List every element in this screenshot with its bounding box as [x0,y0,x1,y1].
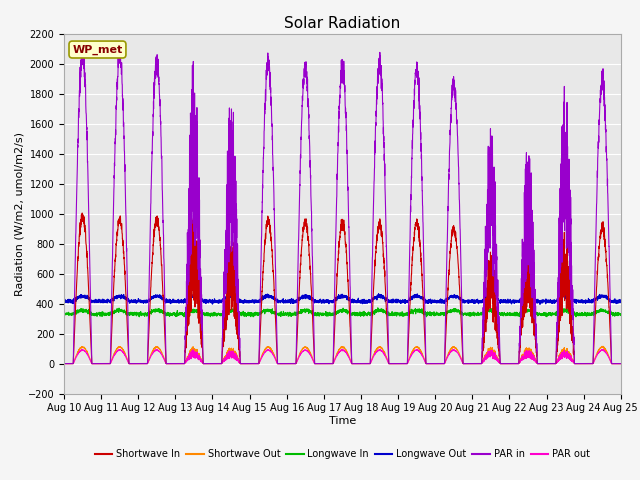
Line: PAR in: PAR in [64,47,621,364]
Longwave In [467,313,475,319]
Longwave In [617,311,625,317]
Shortwave In [467,361,475,367]
Shortwave In [60,361,68,367]
X-axis label: Time: Time [329,416,356,426]
Longwave Out [536,301,544,307]
Longwave Out [467,300,475,305]
PAR in [60,361,68,367]
PAR out [60,361,68,367]
Longwave Out [60,298,68,304]
Longwave In [572,314,580,320]
Shortwave In [322,361,330,367]
Legend: Shortwave In, Shortwave Out, Longwave In, Longwave Out, PAR in, PAR out: Shortwave In, Shortwave Out, Longwave In… [91,445,594,463]
Longwave Out [375,291,383,297]
Shortwave In [616,361,624,367]
PAR out [160,356,168,362]
Longwave In [160,311,168,316]
PAR out [616,361,624,367]
Longwave Out [616,300,624,305]
Shortwave Out [499,361,506,367]
Longwave Out [617,300,625,305]
Shortwave Out [60,361,68,367]
Shortwave In [436,361,444,367]
Line: Shortwave In: Shortwave In [64,213,621,364]
PAR out [436,361,444,367]
PAR out [617,361,625,367]
PAR in [616,361,624,367]
PAR in [467,361,475,367]
Line: Longwave Out: Longwave Out [64,294,621,304]
PAR in [436,361,444,367]
Shortwave Out [322,361,330,367]
Longwave Out [322,300,330,305]
Longwave In [322,312,330,318]
PAR in [322,361,330,367]
Title: Solar Radiation: Solar Radiation [284,16,401,31]
Longwave In [616,312,624,317]
Shortwave Out [436,361,444,367]
Longwave In [499,313,507,319]
PAR out [467,361,475,367]
Shortwave In [617,361,625,367]
Shortwave In [161,315,168,321]
PAR out [599,347,607,352]
Y-axis label: Radiation (W/m2, umol/m2/s): Radiation (W/m2, umol/m2/s) [15,132,25,296]
PAR in [617,361,625,367]
PAR in [116,44,124,49]
PAR out [322,361,330,367]
Text: WP_met: WP_met [72,44,123,55]
Longwave Out [160,298,168,303]
Shortwave Out [617,361,625,367]
Shortwave In [499,361,507,367]
PAR out [499,361,506,367]
Longwave Out [436,299,444,305]
Line: Shortwave Out: Shortwave Out [64,346,621,364]
Line: Longwave In: Longwave In [64,308,621,317]
Shortwave Out [467,361,475,367]
PAR in [161,264,168,270]
Line: PAR out: PAR out [64,349,621,364]
Shortwave Out [599,343,607,349]
PAR in [499,361,507,367]
Shortwave In [78,210,86,216]
Longwave In [60,311,68,317]
Longwave In [374,305,381,311]
Shortwave Out [160,355,168,361]
Longwave Out [499,298,507,303]
Longwave In [436,311,444,316]
Shortwave Out [616,361,624,367]
